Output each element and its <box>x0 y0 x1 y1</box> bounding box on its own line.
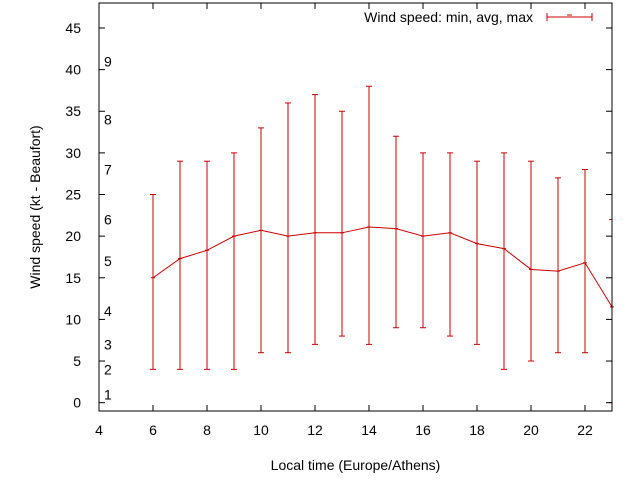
beaufort-label: 1 <box>104 386 112 402</box>
x-tick-label: 6 <box>149 422 157 438</box>
y-tick-label: 30 <box>65 145 81 161</box>
beaufort-label: 3 <box>104 336 112 352</box>
beaufort-labels: 1 2 3 4 5 6 7 8 9 <box>104 53 112 402</box>
x-tick-label: 22 <box>577 422 593 438</box>
x-tick-label: 16 <box>415 422 431 438</box>
beaufort-label: 6 <box>104 211 112 227</box>
y-tick-label: 10 <box>65 311 81 327</box>
y-tick-label: 35 <box>65 103 81 119</box>
x-tick-label: 20 <box>523 422 539 438</box>
beaufort-label: 9 <box>104 53 112 69</box>
y-tick-label: 15 <box>65 270 81 286</box>
legend-label: Wind speed: min, avg, max <box>364 9 533 25</box>
x-tick-label: 12 <box>307 422 323 438</box>
beaufort-label: 7 <box>104 162 112 178</box>
y-tick-label: 25 <box>65 187 81 203</box>
x-axis-label: Local time (Europe/Athens) <box>271 457 441 473</box>
y-tick-label: 0 <box>73 395 81 411</box>
y-tick-label: 20 <box>65 228 81 244</box>
error-bars <box>150 85 613 404</box>
y-tick-label: 40 <box>65 62 81 78</box>
y-tick-label: 45 <box>65 20 81 36</box>
legend: Wind speed: min, avg, max <box>364 9 593 25</box>
y-axis-label: Wind speed (kt - Beaufort) <box>27 125 43 288</box>
x-tick-label: 14 <box>361 422 377 438</box>
beaufort-label: 8 <box>104 112 112 128</box>
beaufort-label: 4 <box>104 303 112 319</box>
beaufort-label: 5 <box>104 253 112 269</box>
y-tick-label: 5 <box>73 353 81 369</box>
x-tick-label: 4 <box>95 422 103 438</box>
x-tick-label: 18 <box>469 422 485 438</box>
average-line-path <box>152 226 613 308</box>
legend-swatch <box>546 13 593 21</box>
beaufort-label: 2 <box>104 361 112 377</box>
x-axis-ticks: 4 6 8 10 12 14 16 18 20 22 <box>95 3 593 438</box>
average-line <box>151 226 614 308</box>
x-tick-label: 8 <box>203 422 211 438</box>
plot-frame <box>98 2 613 412</box>
x-tick-label: 10 <box>253 422 269 438</box>
